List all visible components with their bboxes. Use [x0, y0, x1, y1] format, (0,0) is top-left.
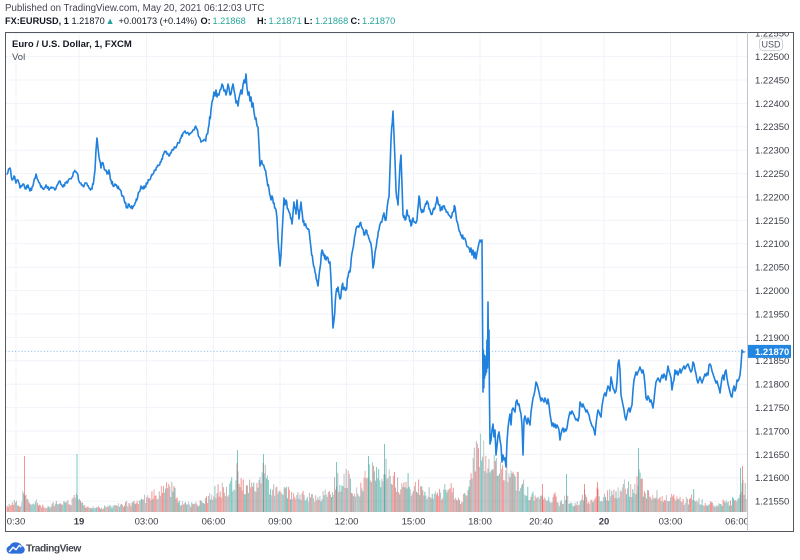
svg-text:1.21750: 1.21750 — [755, 403, 789, 414]
svg-text:1.22450: 1.22450 — [755, 75, 789, 86]
svg-text:1.21950: 1.21950 — [755, 309, 789, 320]
svg-text:1.21550: 1.21550 — [755, 497, 789, 508]
svg-text:1.22250: 1.22250 — [755, 169, 789, 180]
svg-text:USD: USD — [761, 39, 781, 49]
svg-text:1.22350: 1.22350 — [755, 122, 789, 133]
svg-text:18:00: 18:00 — [468, 517, 492, 528]
svg-text:15:00: 15:00 — [402, 517, 426, 528]
svg-text:TradingView: TradingView — [26, 544, 81, 555]
svg-text:1.22000: 1.22000 — [755, 286, 789, 297]
svg-text:1.21870: 1.21870 — [755, 347, 789, 358]
svg-text:1.22100: 1.22100 — [755, 239, 789, 250]
svg-text:19: 19 — [74, 517, 85, 528]
svg-text:0:30: 0:30 — [7, 517, 26, 528]
svg-text:03:00: 03:00 — [659, 517, 683, 528]
svg-text:1.21600: 1.21600 — [755, 473, 789, 484]
svg-text:12:00: 12:00 — [335, 517, 359, 528]
svg-text:20:40: 20:40 — [529, 517, 553, 528]
svg-text:1.21850: 1.21850 — [755, 356, 789, 367]
svg-text:03:00: 03:00 — [135, 517, 159, 528]
svg-text:1.21700: 1.21700 — [755, 426, 789, 437]
svg-text:20: 20 — [599, 517, 610, 528]
svg-text:06:00: 06:00 — [202, 517, 226, 528]
svg-text:1.22300: 1.22300 — [755, 146, 789, 157]
svg-text:1.22400: 1.22400 — [755, 99, 789, 110]
svg-text:1.21900: 1.21900 — [755, 333, 789, 344]
svg-text:Vol: Vol — [12, 52, 25, 63]
svg-text:09:00: 09:00 — [268, 517, 292, 528]
svg-text:1.22050: 1.22050 — [755, 263, 789, 274]
svg-text:06:00: 06:00 — [725, 517, 749, 528]
svg-text:1.21800: 1.21800 — [755, 380, 789, 391]
svg-text:1.22150: 1.22150 — [755, 216, 789, 227]
svg-text:Euro / U.S. Dollar, 1, FXCM: Euro / U.S. Dollar, 1, FXCM — [12, 39, 132, 50]
svg-text:1.22500: 1.22500 — [755, 52, 789, 63]
svg-text:1.21650: 1.21650 — [755, 450, 789, 461]
svg-text:1.22550: 1.22550 — [755, 29, 789, 40]
svg-text:1.22200: 1.22200 — [755, 192, 789, 203]
